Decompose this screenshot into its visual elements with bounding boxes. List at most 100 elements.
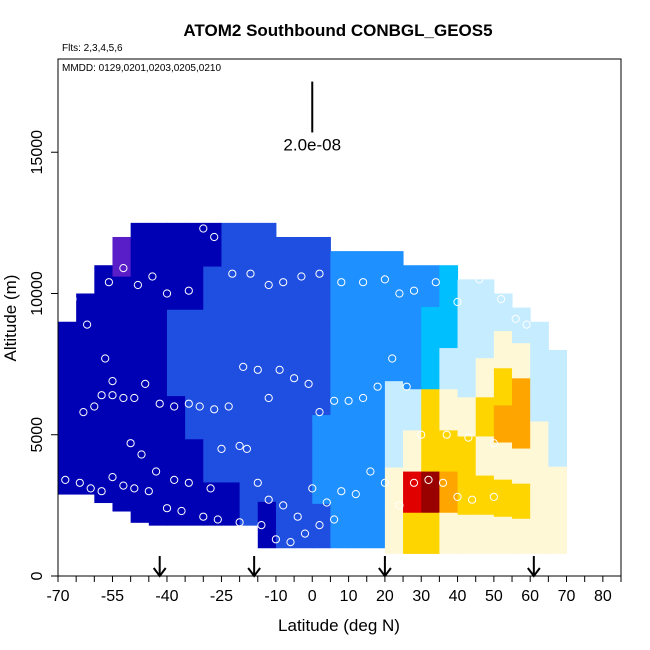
heatmap-cell bbox=[294, 458, 313, 504]
heatmap-cell bbox=[221, 222, 241, 267]
observation-point bbox=[442, 430, 451, 439]
observation-point bbox=[417, 430, 426, 439]
observation-point bbox=[271, 535, 280, 544]
x-tick-label: 50 bbox=[485, 588, 503, 605]
observation-point bbox=[304, 379, 313, 388]
x-tick-label: 40 bbox=[449, 588, 467, 605]
heatmap-cell bbox=[221, 309, 241, 353]
heatmap-cell bbox=[439, 265, 459, 307]
observation-point bbox=[152, 467, 161, 476]
heatmap-cell bbox=[294, 325, 313, 371]
heatmap-cell bbox=[94, 265, 113, 300]
heatmap-cell bbox=[203, 309, 222, 353]
heatmap-cell bbox=[275, 503, 295, 549]
heatmap-cell bbox=[76, 379, 95, 409]
heatmap-cell bbox=[366, 462, 386, 506]
flight-arrow-head bbox=[152, 567, 167, 578]
heatmap-cell bbox=[530, 421, 549, 455]
x-tick-label: 30 bbox=[412, 588, 430, 605]
heatmap-cell bbox=[384, 294, 404, 338]
heatmap-cell bbox=[348, 335, 368, 379]
heatmap-cell bbox=[403, 429, 422, 472]
observation-point bbox=[308, 484, 317, 493]
heatmap-cell bbox=[185, 481, 204, 526]
observation-point bbox=[199, 224, 208, 233]
heatmap-cell bbox=[530, 520, 549, 554]
heatmap-cell bbox=[512, 412, 531, 449]
observation-point bbox=[133, 280, 142, 290]
observation-point bbox=[210, 232, 219, 242]
observation-point bbox=[235, 518, 244, 527]
heatmap-cell bbox=[403, 306, 422, 349]
heatmap-cell bbox=[239, 352, 259, 397]
observation-point bbox=[475, 275, 484, 284]
heatmap-cell bbox=[384, 510, 404, 554]
observation-point bbox=[330, 396, 339, 405]
heatmap-cell bbox=[348, 251, 368, 294]
heatmap-cell bbox=[148, 438, 168, 483]
heatmap-cell bbox=[548, 408, 568, 438]
heatmap-cell bbox=[275, 414, 295, 460]
observation-point bbox=[359, 278, 368, 287]
heatmap-cell bbox=[439, 306, 459, 349]
heatmap-cell bbox=[239, 222, 259, 267]
heatmap-cell bbox=[185, 266, 204, 310]
observation-point bbox=[83, 320, 92, 329]
heatmap-cell bbox=[94, 434, 113, 470]
observation-point bbox=[170, 475, 179, 484]
heatmap-cell bbox=[475, 279, 495, 320]
heatmap-cell bbox=[76, 465, 95, 495]
heatmap-cell bbox=[130, 436, 150, 481]
heatmap-cell bbox=[294, 414, 313, 460]
scale-bar-label: 2.0e-08 bbox=[283, 135, 341, 154]
heatmap-cell bbox=[185, 309, 204, 353]
heatmap-cell bbox=[457, 279, 477, 320]
heatmap-cell bbox=[112, 315, 132, 355]
observation-point bbox=[75, 224, 84, 233]
heatmap-cell bbox=[312, 503, 331, 549]
heatmap-cell bbox=[330, 420, 350, 464]
heatmap-cell bbox=[112, 471, 132, 512]
heatmap-cell bbox=[221, 266, 241, 310]
observation-point bbox=[424, 475, 433, 484]
observation-point bbox=[351, 490, 360, 499]
observation-point bbox=[373, 382, 382, 391]
heatmap-cell bbox=[330, 462, 350, 506]
x-tick-label: 80 bbox=[594, 588, 612, 605]
heatmap-cell bbox=[348, 462, 368, 506]
x-tick-label: -25 bbox=[210, 588, 233, 605]
observation-point bbox=[315, 408, 324, 417]
heatmap-cell bbox=[148, 266, 168, 310]
heatmap-cell bbox=[457, 318, 477, 359]
heatmap-cell bbox=[439, 347, 459, 390]
heatmap-cell bbox=[548, 495, 568, 525]
heatmap-cell bbox=[58, 350, 77, 380]
heatmap-cell bbox=[76, 408, 95, 438]
observation-point bbox=[453, 297, 462, 307]
observation-point bbox=[409, 286, 419, 295]
observation-point bbox=[431, 278, 440, 287]
heatmap-cell bbox=[312, 236, 331, 282]
observation-point bbox=[388, 354, 397, 363]
observation-point bbox=[86, 484, 95, 493]
observation-point bbox=[79, 408, 88, 417]
observation-point bbox=[184, 286, 193, 295]
observation-point bbox=[119, 481, 128, 490]
heatmap-cell bbox=[421, 429, 440, 472]
heatmap-cell bbox=[221, 438, 241, 483]
observation-point bbox=[438, 478, 448, 487]
heatmap-cell bbox=[294, 236, 313, 282]
heatmap-cell bbox=[384, 337, 404, 382]
heatmap-cell bbox=[512, 377, 531, 414]
heatmap-cell bbox=[384, 251, 404, 295]
heatmap-cell bbox=[312, 325, 331, 371]
heatmap-cell bbox=[257, 501, 277, 549]
heatmap-cell bbox=[366, 251, 386, 294]
observation-point bbox=[101, 354, 110, 363]
heatmap-cell bbox=[403, 265, 422, 307]
heatmap-cell bbox=[421, 471, 440, 513]
heatmap-cell bbox=[257, 269, 277, 317]
heatmap-cell bbox=[439, 429, 459, 472]
heatmap-cell bbox=[530, 454, 549, 488]
observation-point bbox=[366, 467, 375, 476]
